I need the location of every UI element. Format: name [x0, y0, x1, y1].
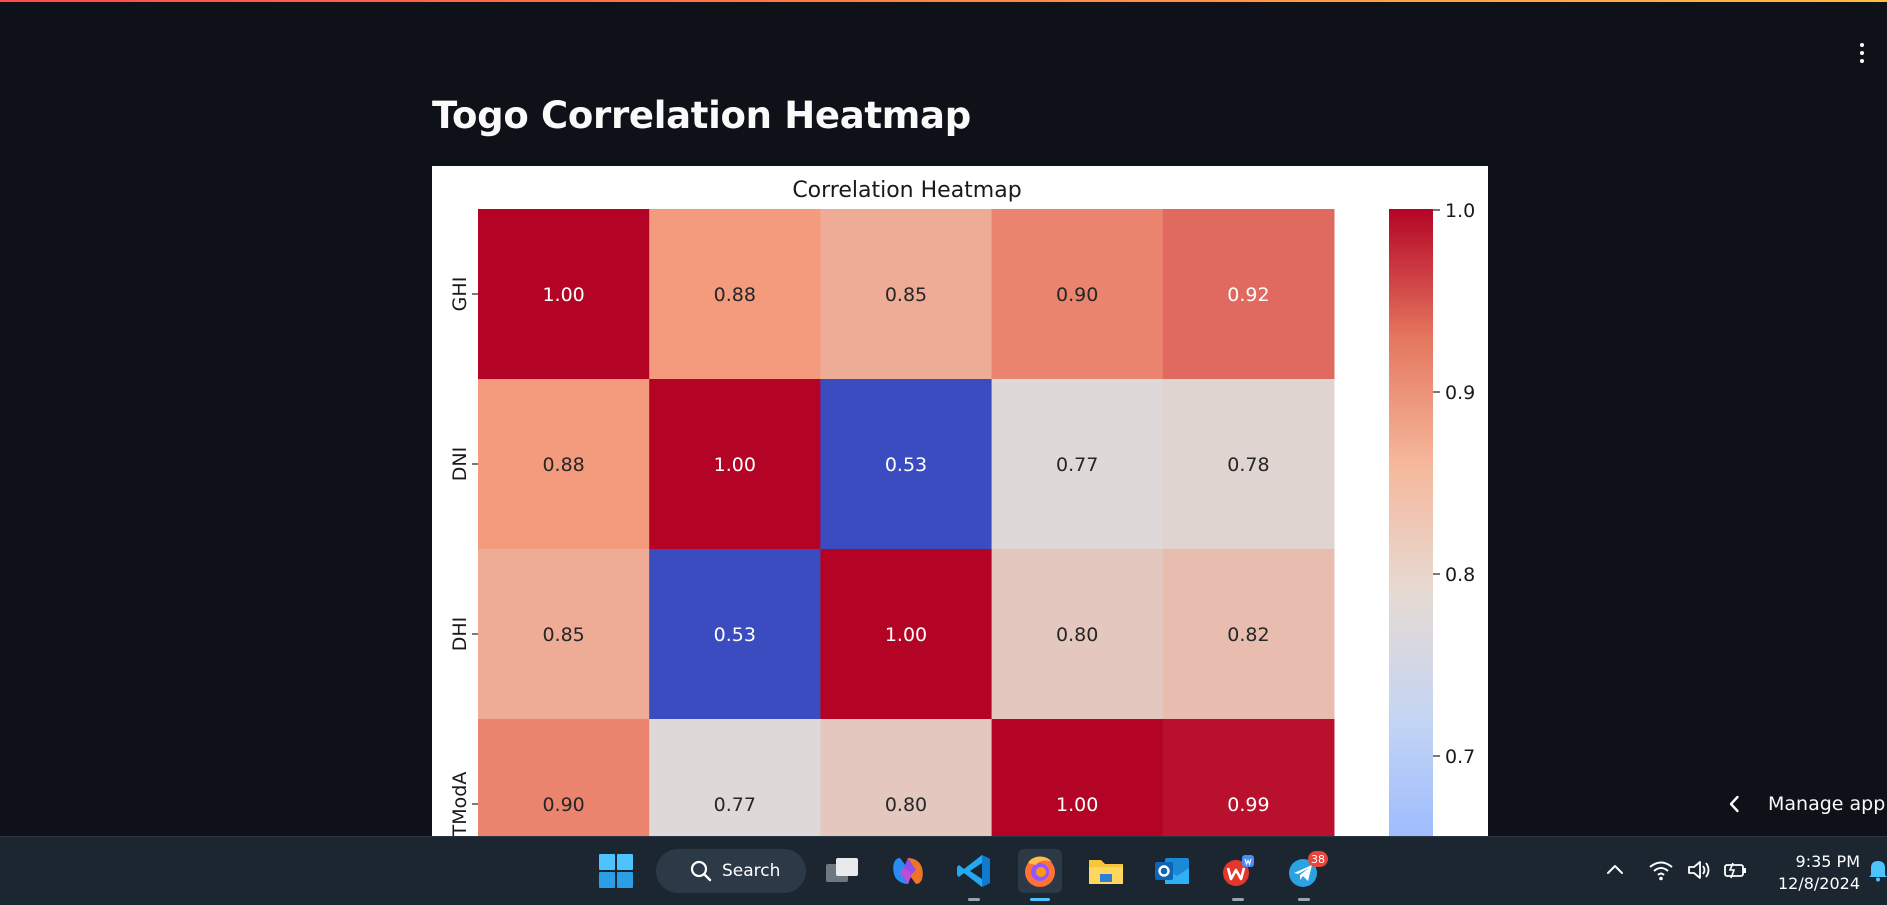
- row-label-tmoda: TModA: [449, 772, 471, 836]
- heatmap-value-r2-c1: 0.53: [714, 624, 756, 646]
- colorbar-tick-label-0: 1.0: [1445, 200, 1475, 222]
- heatmap-cell-r1-c4: [1162, 379, 1335, 550]
- task-view-icon[interactable]: [820, 849, 864, 893]
- row-labels: GHI DNI DHI TModA: [449, 277, 478, 836]
- heatmap-cell-r0-c4: [1162, 209, 1335, 380]
- heatmap-value-r3-c0: 0.90: [542, 794, 584, 816]
- taskbar-clock[interactable]: 9:35 PM 12/8/2024: [1768, 851, 1860, 895]
- notification-bell-icon[interactable]: [1865, 857, 1887, 883]
- row-label-dni: DNI: [449, 447, 471, 481]
- file-explorer-glyph: [1089, 860, 1123, 884]
- taskbar: Search: [0, 836, 1887, 905]
- heatmap-cell-r0-c1: [649, 209, 821, 380]
- heatmap-cell-r0-c2: [820, 209, 993, 380]
- outlook-glyph: [1155, 858, 1189, 884]
- heatmap-value-r1-c4: 0.78: [1227, 454, 1269, 476]
- colorbar-tick-label-2: 0.8: [1445, 564, 1475, 586]
- vscode-open-indicator: [968, 898, 980, 901]
- telegram-open-indicator: [1298, 898, 1310, 901]
- top-accent-bar: [0, 0, 1887, 2]
- page-title: Togo Correlation Heatmap: [432, 94, 971, 137]
- heatmap-value-r0-c3: 0.90: [1056, 284, 1098, 306]
- heatmap-cell-r3-c0: [478, 719, 650, 836]
- vscode-icon[interactable]: [952, 849, 996, 901]
- firefox-glyph: [1025, 856, 1055, 887]
- heatmap-value-r0-c2: 0.85: [885, 284, 927, 306]
- copilot-glyph: [893, 858, 923, 884]
- heatmap-value-r0-c0: 1.00: [542, 284, 584, 306]
- heatmap-cell-r2-c3: [991, 549, 1164, 720]
- clock-time: 9:35 PM: [1795, 852, 1860, 871]
- windows-start-icon[interactable]: [594, 849, 638, 893]
- kebab-menu-icon[interactable]: [1852, 40, 1872, 66]
- telegram-glyph: [1289, 859, 1317, 887]
- search-label: Search: [722, 861, 781, 881]
- colorbar-bar: [1389, 209, 1433, 836]
- telegram-icon[interactable]: 38: [1282, 849, 1328, 901]
- row-label-dhi: DHI: [449, 617, 471, 652]
- heatmap-value-r2-c4: 0.82: [1227, 624, 1269, 646]
- firefox-icon[interactable]: [1018, 849, 1062, 901]
- copilot-icon[interactable]: [886, 849, 930, 893]
- heatmap-cell-r3-c3: [991, 719, 1164, 836]
- heatmap-cell-r2-c2: [820, 549, 993, 720]
- manage-app-label: Manage app: [1768, 793, 1886, 815]
- heatmap-cell-r0-c0: [478, 209, 650, 380]
- colorbar-tick-label-3: 0.7: [1445, 746, 1475, 768]
- heatmap-cells: 1.00 0.88 0.85 0.90 0.92 0.88 1.00 0.53 0.77 0.78…: [478, 209, 1335, 836]
- taskbar-search[interactable]: Search: [656, 849, 806, 893]
- chevron-left-icon: [1729, 795, 1739, 813]
- wps-open-indicator: [1232, 898, 1244, 901]
- heatmap-cell-r1-c2: [820, 379, 993, 550]
- telegram-unread-badge: 38: [1308, 851, 1328, 867]
- heatmap-cell-r1-c3: [991, 379, 1164, 550]
- heatmap-value-r1-c3: 0.77: [1056, 454, 1098, 476]
- heatmap-cell-r2-c0: [478, 549, 650, 720]
- heatmap-value-r3-c3: 1.00: [1056, 794, 1098, 816]
- heatmap-value-r1-c2: 0.53: [885, 454, 927, 476]
- heatmap-cell-r1-c1: [649, 379, 821, 550]
- heatmap-value-r2-c3: 0.80: [1056, 624, 1098, 646]
- heatmap-value-r2-c2: 1.00: [885, 624, 927, 646]
- task-view-glyph: [826, 858, 858, 882]
- heatmap-value-r3-c4: 0.99: [1227, 794, 1269, 816]
- heatmap-value-r3-c2: 0.80: [885, 794, 927, 816]
- heatmap-cell-r0-c3: [991, 209, 1164, 380]
- chevron-up-icon[interactable]: [1602, 857, 1628, 883]
- outlook-icon[interactable]: [1150, 849, 1194, 893]
- windows-logo: [599, 854, 633, 888]
- row-label-ghi: GHI: [449, 277, 471, 312]
- heatmap-value-r3-c1: 0.77: [714, 794, 756, 816]
- heatmap-value-r0-c4: 0.92: [1227, 284, 1269, 306]
- vscode-glyph: [957, 855, 990, 887]
- heatmap-value-r1-c0: 0.88: [542, 454, 584, 476]
- folder-icon[interactable]: [1084, 849, 1128, 893]
- search-icon: [690, 860, 712, 882]
- heatmap-cell-r3-c4: [1162, 719, 1335, 836]
- heatmap-value-r0-c1: 0.88: [714, 284, 756, 306]
- volume-icon[interactable]: [1686, 857, 1712, 883]
- chart-title: Correlation Heatmap: [792, 178, 1021, 203]
- heatmap-value-r1-c1: 1.00: [714, 454, 756, 476]
- manage-app-button[interactable]: Manage app: [1726, 786, 1885, 822]
- colorbar: [1389, 209, 1433, 836]
- heatmap-value-r2-c0: 0.85: [542, 624, 584, 646]
- colorbar-ticks: 1.0 0.9 0.8 0.7: [1433, 200, 1475, 768]
- wifi-icon[interactable]: [1648, 857, 1674, 883]
- heatmap-svg: Correlation Heatmap 1.00 0.88 0.85 0.90 0.92…: [449, 178, 1475, 836]
- heatmap-cell-r2-c4: [1162, 549, 1335, 720]
- wps-office-icon[interactable]: [1216, 849, 1260, 901]
- heatmap-cell-r2-c1: [649, 549, 821, 720]
- heatmap-figure: Correlation Heatmap 1.00 0.88 0.85 0.90 0.92…: [432, 166, 1488, 836]
- firefox-active-indicator: [1030, 898, 1050, 901]
- clock-date: 12/8/2024: [1777, 874, 1860, 893]
- heatmap-cell-r1-c0: [478, 379, 650, 550]
- wps-office-glyph: [1223, 855, 1254, 886]
- colorbar-tick-label-1: 0.9: [1445, 382, 1475, 404]
- heatmap-cell-r3-c2: [820, 719, 993, 836]
- battery-icon[interactable]: [1722, 857, 1748, 883]
- heatmap-cell-r3-c1: [649, 719, 821, 836]
